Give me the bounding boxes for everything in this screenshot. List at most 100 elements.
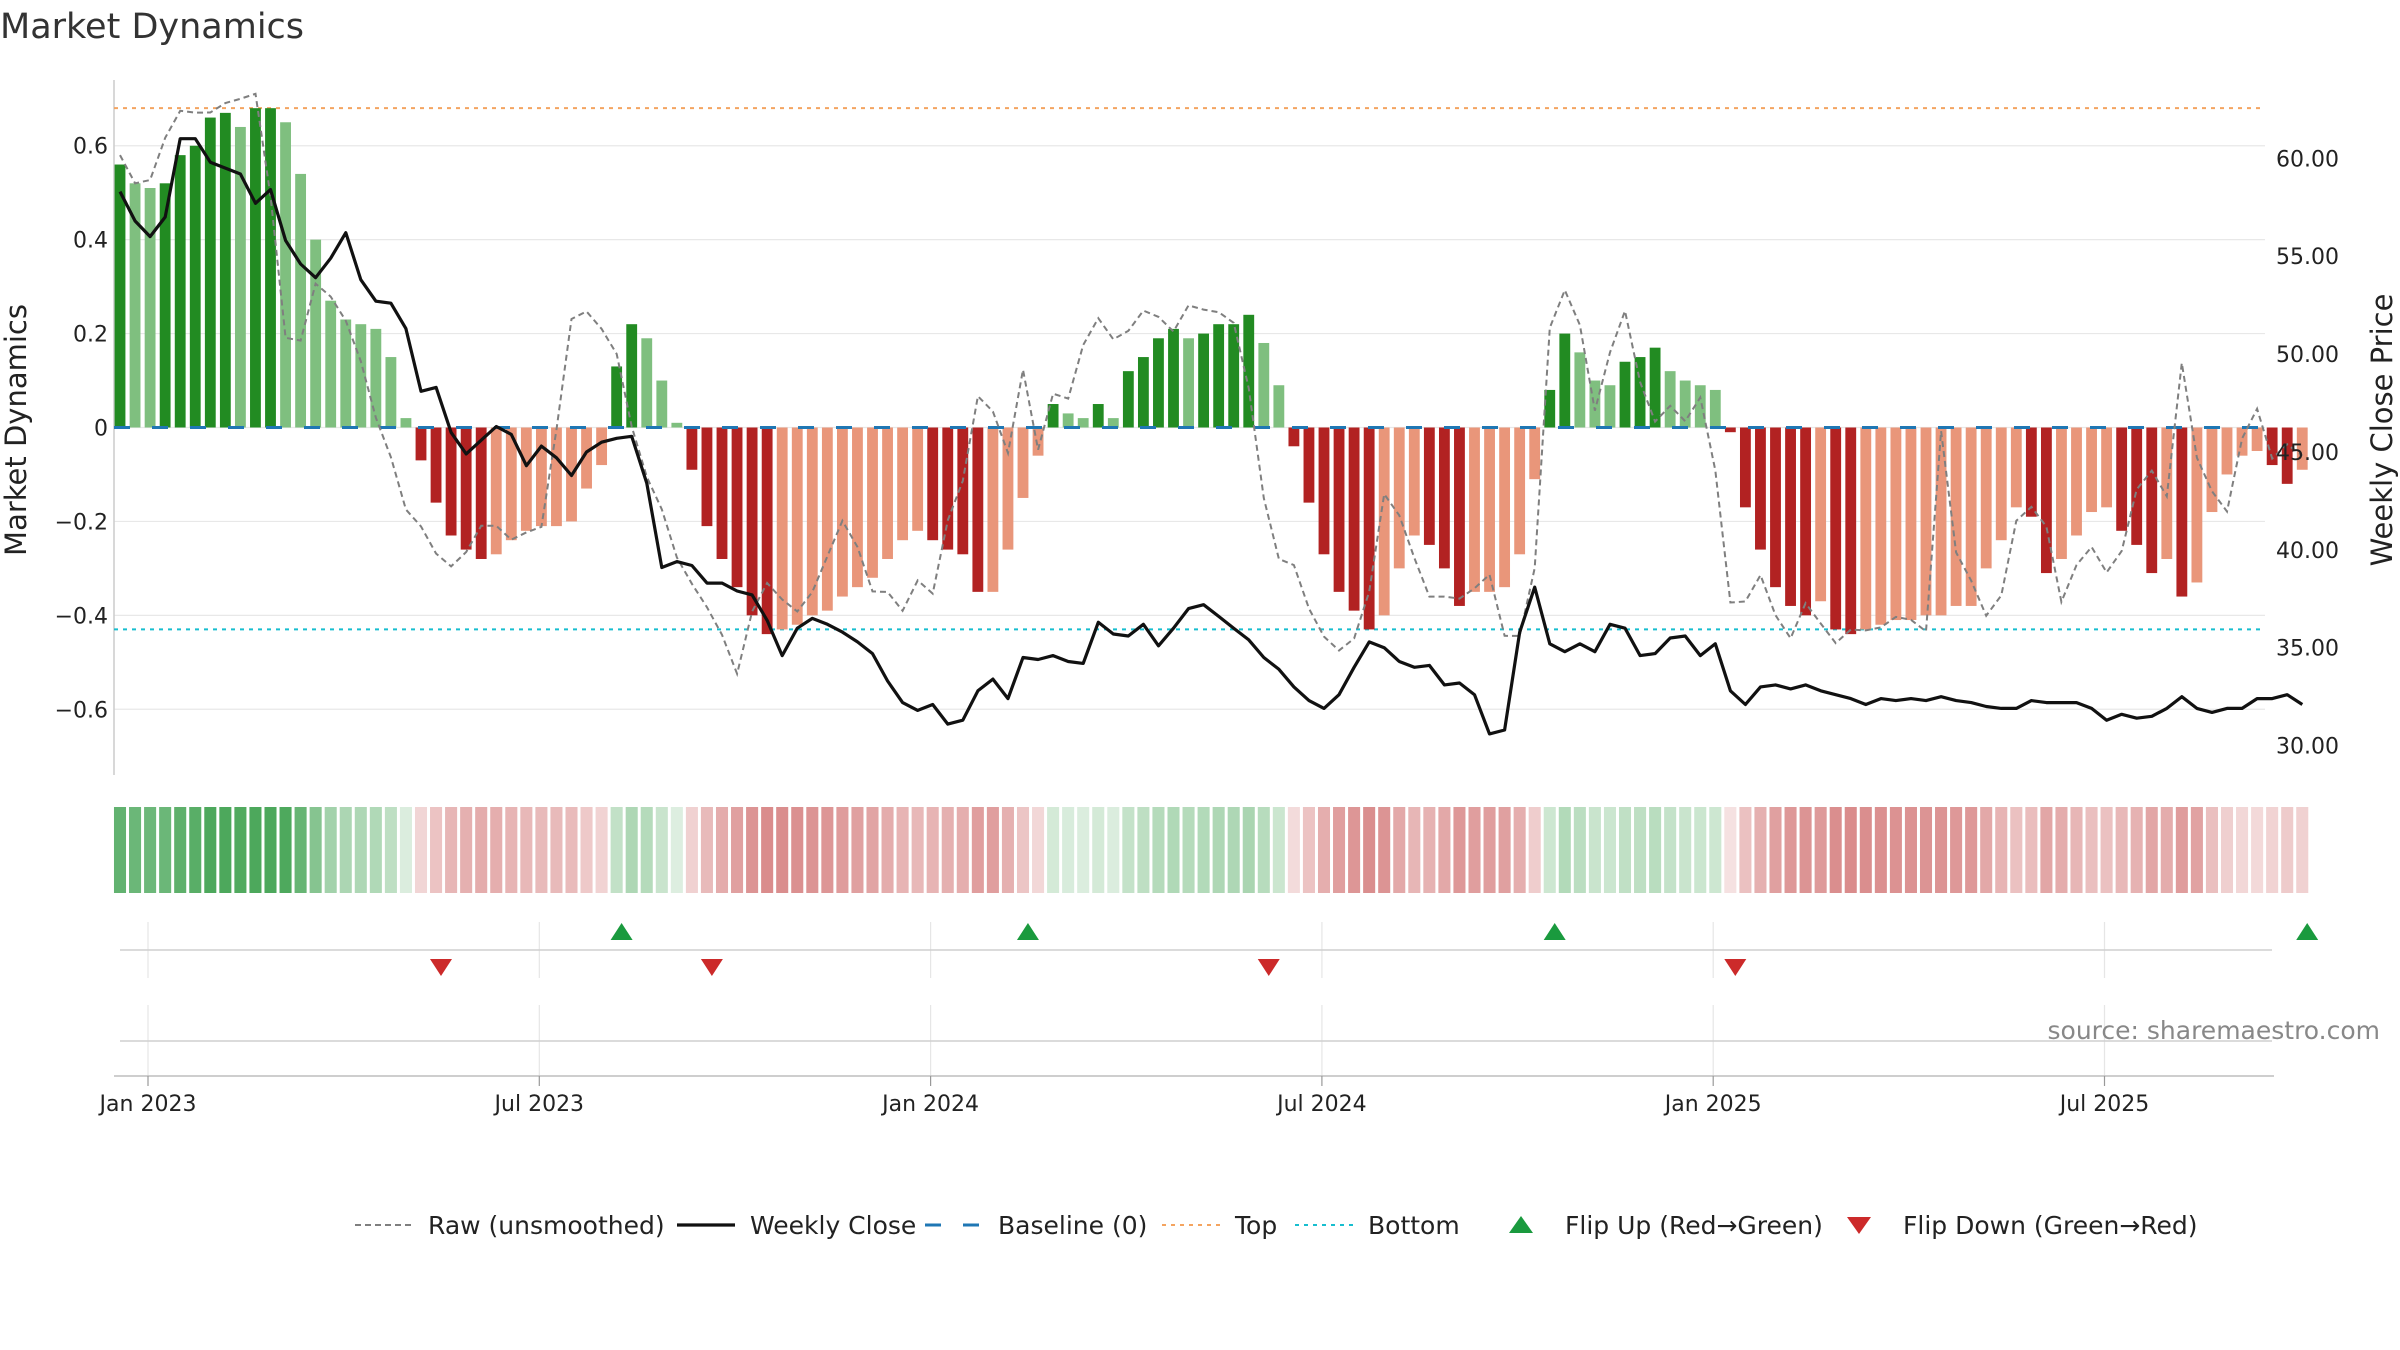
flip-marks	[430, 923, 2319, 976]
strip-cell	[535, 807, 548, 893]
strip-cell	[670, 807, 683, 893]
dynamics-bar	[852, 427, 863, 588]
dynamics-bar	[325, 300, 337, 428]
dynamics-bar	[1739, 427, 1751, 508]
dynamics-bar	[1318, 427, 1330, 555]
strip-cell	[926, 807, 939, 893]
weekly-close-line	[118, 137, 2304, 736]
dynamics-bar	[1077, 418, 1089, 428]
strip-cell	[806, 807, 819, 893]
strip-cell	[836, 807, 849, 893]
dynamics-bar	[1724, 427, 1736, 433]
dynamics-bar	[1062, 413, 1074, 428]
left-tick-label: −0.6	[55, 698, 108, 723]
strip-cell	[1784, 807, 1797, 893]
strip-cell	[1077, 807, 1090, 893]
dynamics-bar	[1288, 427, 1300, 447]
dynamics-bar	[1499, 427, 1511, 588]
dynamics-bar	[761, 427, 773, 635]
strip-cell	[565, 807, 578, 893]
strip-cell	[1679, 807, 1692, 893]
strip-cell	[2115, 807, 2128, 893]
strip-cell	[1543, 807, 1556, 893]
right-tick-label: 60.00	[2276, 147, 2339, 172]
strip-cell	[129, 807, 142, 893]
strip-cell	[881, 807, 894, 893]
strip-cell	[1047, 807, 1060, 893]
dynamics-bar	[1529, 427, 1541, 480]
dynamics-bar	[1830, 427, 1842, 630]
bottom-panel: Jan 2023 Jul 2023 Jan 2024 Jul 2024 Jan 2025…	[98, 1005, 2380, 1117]
dynamics-bar	[2010, 427, 2022, 508]
dynamics-bar	[746, 427, 758, 616]
dynamics-bar	[1679, 380, 1691, 428]
x-tick-label: Jan 2025	[1663, 1092, 1762, 1117]
strip-cell	[1904, 807, 1917, 893]
dynamics-bar	[2146, 427, 2158, 574]
strip-cell	[520, 807, 533, 893]
x-tick-label: Jul 2024	[1275, 1092, 1367, 1117]
dynamics-bar	[1785, 427, 1796, 606]
strip-cell	[2070, 807, 2083, 893]
flip-markers-panel	[120, 922, 2319, 978]
dynamics-bar	[204, 117, 216, 428]
dynamics-bar	[806, 427, 818, 616]
strip-cell	[595, 807, 608, 893]
strip-cell	[144, 807, 157, 893]
dynamics-bar	[731, 427, 743, 588]
flip-down-marker	[1257, 959, 1280, 976]
strip-cell	[1317, 807, 1331, 893]
dynamics-bar	[535, 427, 547, 527]
dynamics-bar	[972, 427, 984, 592]
strip-cell	[746, 807, 759, 893]
strip-cell	[1333, 807, 1346, 893]
dynamics-bar	[987, 427, 999, 592]
strip-cell	[1558, 807, 1571, 893]
strip-cell	[2220, 807, 2234, 893]
strip-cell	[1468, 807, 1481, 893]
dynamics-bar	[114, 164, 126, 428]
strip-cell	[1092, 807, 1105, 893]
strip-cell	[2205, 807, 2218, 893]
strip-cell	[1107, 807, 1120, 893]
dynamics-bar	[716, 427, 728, 559]
dynamics-bar	[1965, 427, 1977, 606]
strip-cell	[2025, 807, 2038, 893]
strip-cell	[715, 807, 729, 893]
strip-cell	[1152, 807, 1165, 893]
strip-cell	[1122, 807, 1135, 893]
legend-swatch-flip-up	[1509, 1216, 1533, 1233]
dynamics-bar	[1860, 427, 1872, 630]
strip-cell	[2100, 807, 2113, 893]
strip-cell	[731, 807, 744, 893]
strip-cell	[1889, 807, 1902, 893]
dynamics-bar	[505, 427, 517, 541]
dynamics-bar	[626, 324, 638, 428]
dynamics-bar	[2296, 427, 2308, 470]
dynamics-bar	[686, 427, 698, 470]
left-axis-title: Market Dynamics	[0, 304, 33, 556]
legend-label: Flip Down (Green→Red)	[1903, 1211, 2198, 1240]
strip-cell	[1272, 807, 1285, 893]
strip-cell	[610, 807, 623, 893]
strip-cell	[580, 807, 593, 893]
strip-cell	[1513, 807, 1526, 893]
dynamics-bar	[1213, 324, 1225, 428]
strip-cell	[2190, 807, 2203, 893]
strip-cell	[2251, 807, 2264, 893]
dynamics-bar	[1092, 404, 1104, 428]
dynamics-bar	[2236, 427, 2248, 456]
dynamics-bar	[1890, 427, 1902, 621]
right-tick-label: 30.00	[2276, 735, 2339, 760]
dynamics-bar	[2131, 427, 2143, 545]
strip-cell	[1769, 807, 1782, 893]
dynamics-bar	[1950, 427, 1962, 606]
flip-down-marker	[430, 959, 452, 976]
strip-cell	[971, 807, 984, 893]
x-axis-ticks: Jan 2023 Jul 2023 Jan 2024 Jul 2024 Jan 2025…	[98, 1076, 2149, 1117]
strip-cell	[655, 807, 668, 893]
strip-cell	[2236, 807, 2249, 893]
legend-label: Bottom	[1368, 1211, 1460, 1240]
strip-cell	[324, 807, 337, 893]
